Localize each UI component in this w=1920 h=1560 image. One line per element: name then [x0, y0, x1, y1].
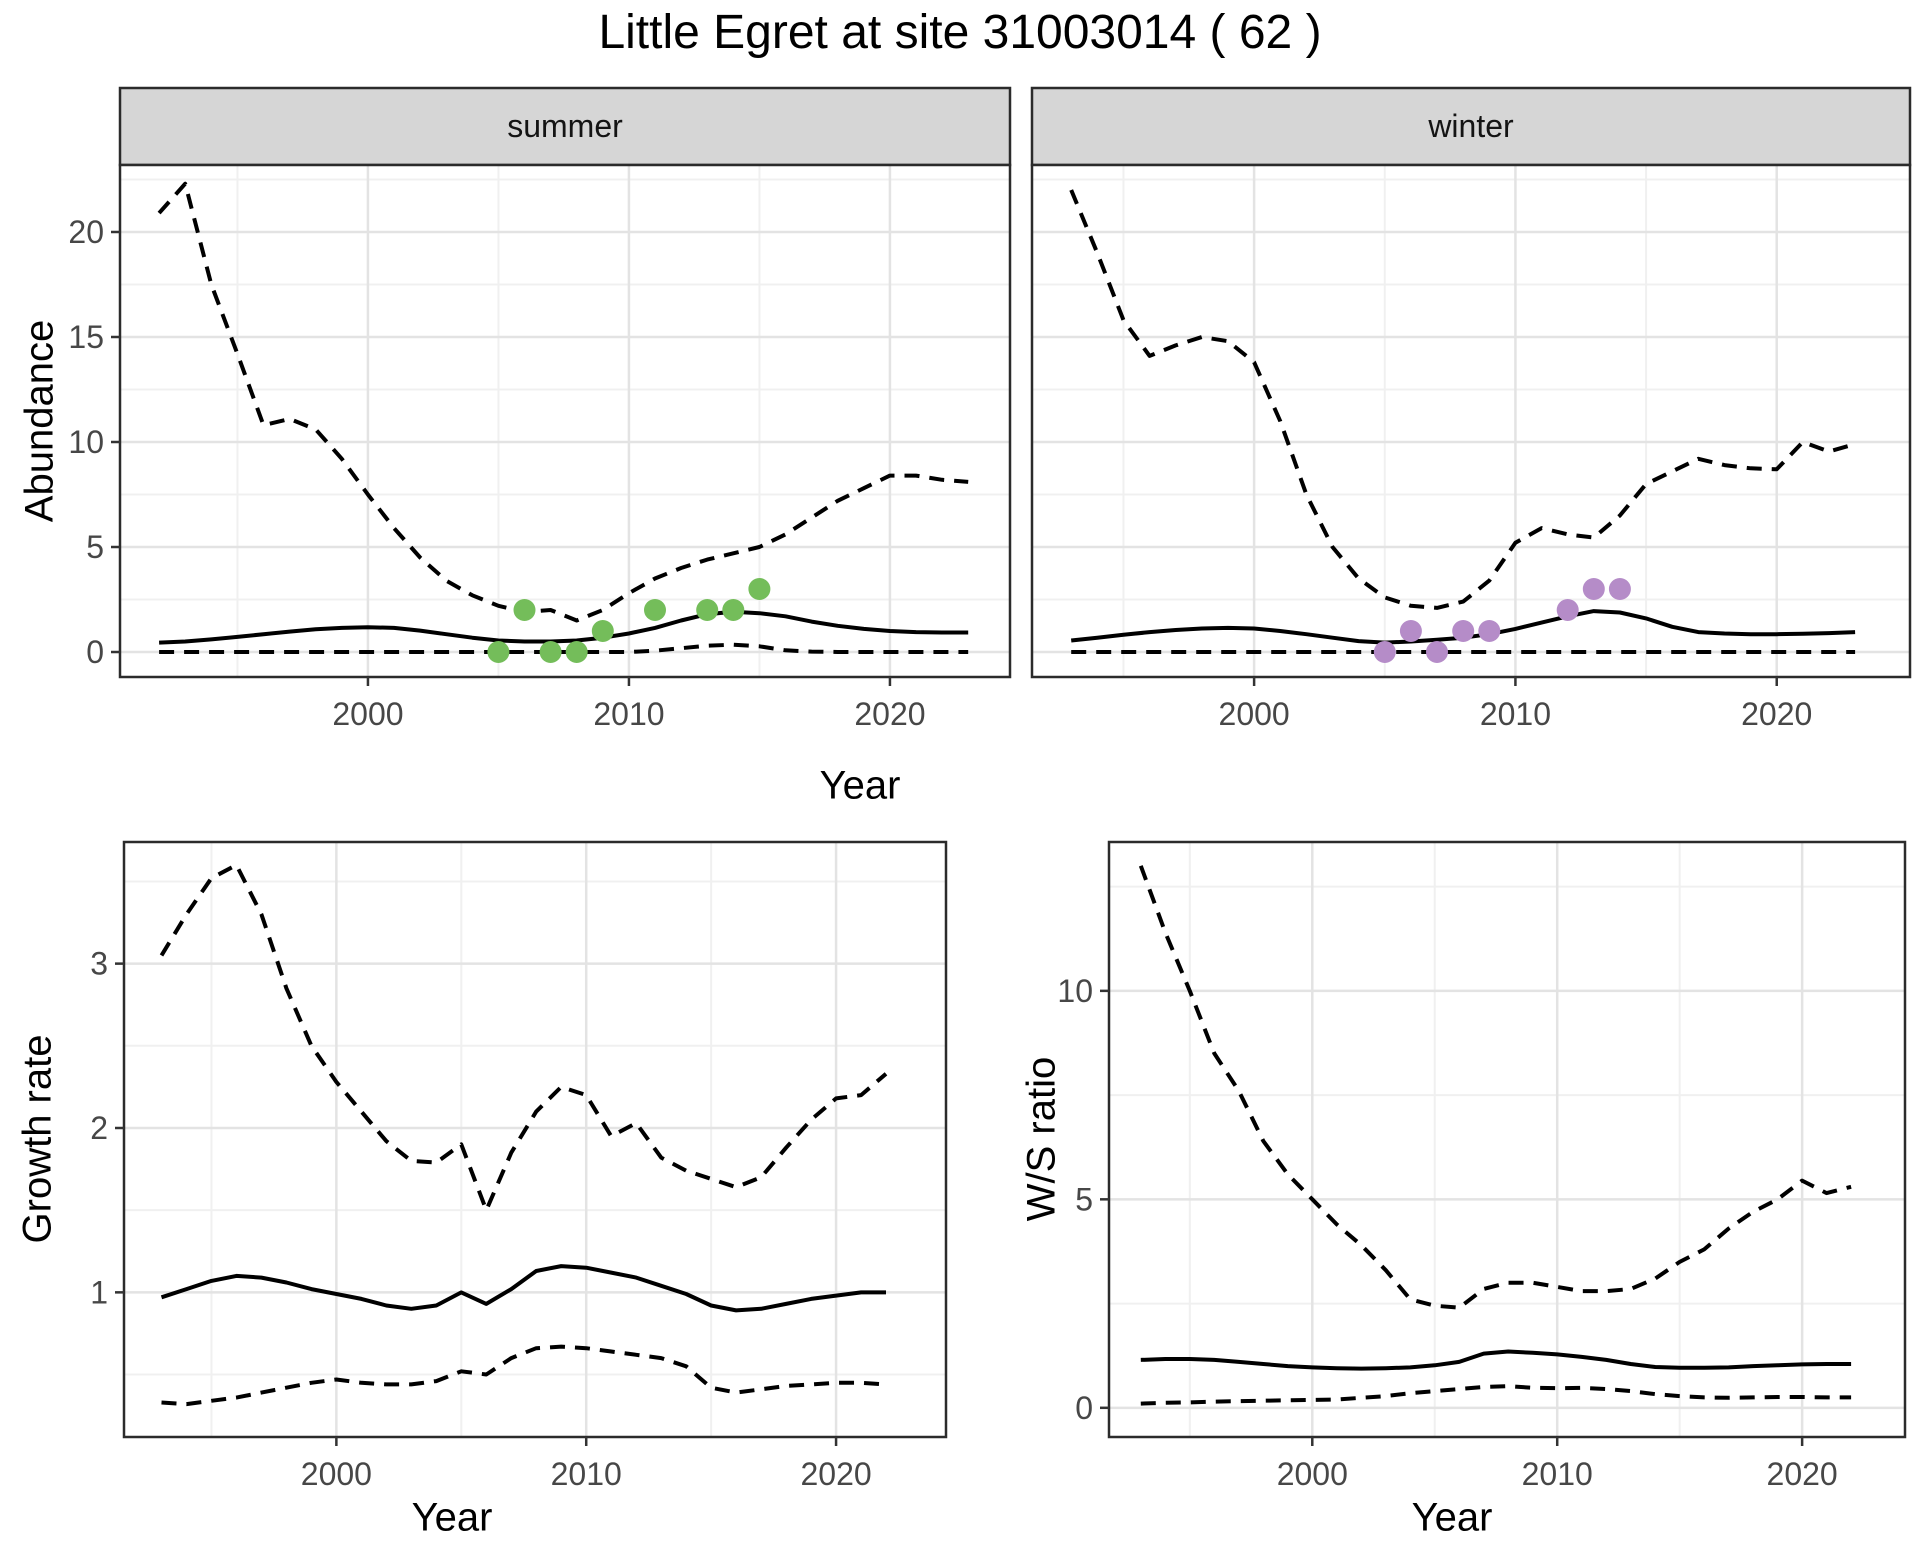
facet-panel-ws-ratio: 2000 2010 2020 0 5 10: [1057, 840, 1907, 1492]
ci-lower_ci-line: [161, 1344, 887, 1407]
x-tick-label: 2000: [301, 1456, 372, 1492]
y-tick-label: 0: [1075, 1390, 1093, 1426]
observation-point: [591, 620, 614, 642]
abundance-axis-title: Abundance: [17, 319, 62, 523]
observation-point: [539, 641, 562, 663]
facet-strip: [1030, 86, 1912, 167]
observation-point: [487, 641, 510, 663]
y-tick-label: 2: [90, 1110, 108, 1146]
observation-point: [748, 578, 771, 600]
x-tick-label: 2000: [1277, 1456, 1348, 1492]
panel-border: [122, 840, 948, 1439]
facet-strip: [118, 86, 1012, 167]
y-tick-label: 20: [68, 214, 104, 250]
facet-panel-abundance-summer: 2000 2010 2020 0 5 10 15 20: [68, 86, 1012, 732]
panel-background: [120, 165, 1010, 677]
observation-point: [1452, 620, 1475, 642]
ci-lower_ci-line: [1140, 1384, 1852, 1406]
ci-lower_ci-line: [159, 642, 969, 654]
panel-border: [1030, 163, 1912, 679]
top-x-axis-title: Year: [819, 763, 901, 808]
observation-point: [1426, 641, 1448, 663]
y-tick-label: 1: [90, 1274, 108, 1310]
observation-point: [1556, 599, 1579, 621]
y-tick-label: 15: [68, 319, 104, 355]
observation-point: [1582, 578, 1605, 600]
y-tick-label: 10: [1057, 973, 1093, 1009]
y-tick-label: 3: [90, 946, 108, 982]
observation-point: [696, 599, 719, 621]
facet-strip-label-summer: summer: [507, 108, 623, 144]
x-tick-label: 2020: [1741, 696, 1812, 732]
ws-x-axis-title: Year: [1411, 1495, 1493, 1540]
growth-x-axis-title: Year: [411, 1495, 493, 1540]
x-tick-label: 2020: [854, 696, 925, 732]
observation-point: [722, 599, 745, 621]
panel-border: [1107, 840, 1907, 1439]
panel-background: [1109, 842, 1905, 1437]
x-tick-label: 2000: [1219, 696, 1290, 732]
panel-background: [124, 842, 946, 1437]
ci-upper_ci-line: [1138, 865, 1852, 1310]
ci-upper_ci-line: [159, 863, 888, 1213]
x-tick-label: 2010: [1480, 696, 1551, 732]
x-tick-label: 2020: [800, 1456, 871, 1492]
x-tick-label: 2010: [593, 696, 664, 732]
observation-point: [1478, 620, 1501, 642]
mean-line: [159, 609, 969, 645]
y-tick-label: 10: [68, 424, 104, 460]
facet-strip-label-winter: winter: [1428, 108, 1514, 144]
observation-point: [565, 641, 588, 663]
figure-title: Little Egret at site 31003014 ( 62 ): [598, 6, 1322, 59]
growth-rate-axis-title: Growth rate: [15, 1034, 60, 1244]
facet-panel-abundance-winter: 2000 2010 2020: [1030, 86, 1912, 732]
observation-point: [1608, 578, 1631, 600]
x-tick-label: 2020: [1767, 1456, 1838, 1492]
observation-point: [644, 599, 666, 621]
mean-line: [160, 1264, 886, 1313]
mean-line: [1140, 1349, 1852, 1371]
x-tick-label: 2010: [551, 1456, 622, 1492]
ws-ratio-axis-title: W/S ratio: [1019, 1056, 1064, 1222]
y-tick-label: 5: [86, 529, 104, 565]
observation-point: [1399, 620, 1422, 642]
ci-upper_ci-line: [157, 181, 969, 623]
facet-panel-growth-rate: 2000 2010 2020 1 2 3: [90, 840, 948, 1492]
observation-point: [513, 599, 536, 621]
panel-border: [118, 163, 1012, 679]
ci-upper_ci-line: [1069, 189, 1856, 610]
x-tick-label: 2010: [1522, 1456, 1593, 1492]
y-tick-label: 0: [86, 634, 104, 670]
y-tick-label: 5: [1075, 1181, 1093, 1217]
panel-background: [1032, 165, 1910, 677]
observation-point: [1373, 641, 1396, 663]
x-tick-label: 2000: [332, 696, 403, 732]
